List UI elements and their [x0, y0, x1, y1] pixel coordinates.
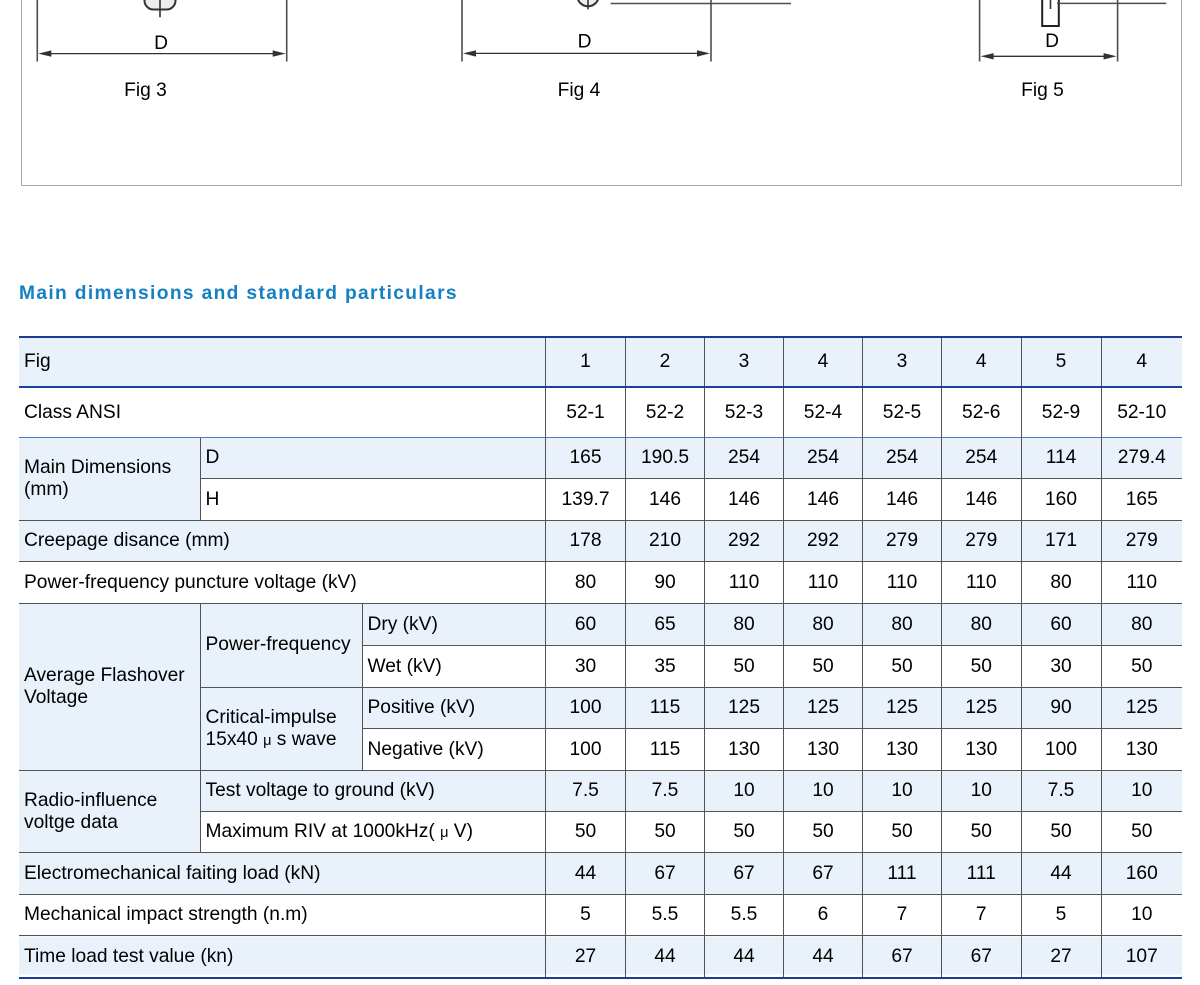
svg-text:D: D: [154, 33, 168, 54]
svg-text:Fig 4: Fig 4: [558, 80, 601, 101]
svg-text:Fig 3: Fig 3: [124, 80, 167, 101]
svg-text:Fig 5: Fig 5: [1021, 80, 1064, 101]
svg-text:D: D: [578, 32, 592, 53]
svg-text:D: D: [1045, 31, 1059, 52]
